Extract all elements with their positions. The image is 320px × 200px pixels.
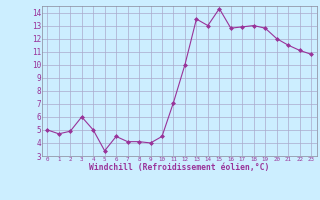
X-axis label: Windchill (Refroidissement éolien,°C): Windchill (Refroidissement éolien,°C) xyxy=(89,163,269,172)
